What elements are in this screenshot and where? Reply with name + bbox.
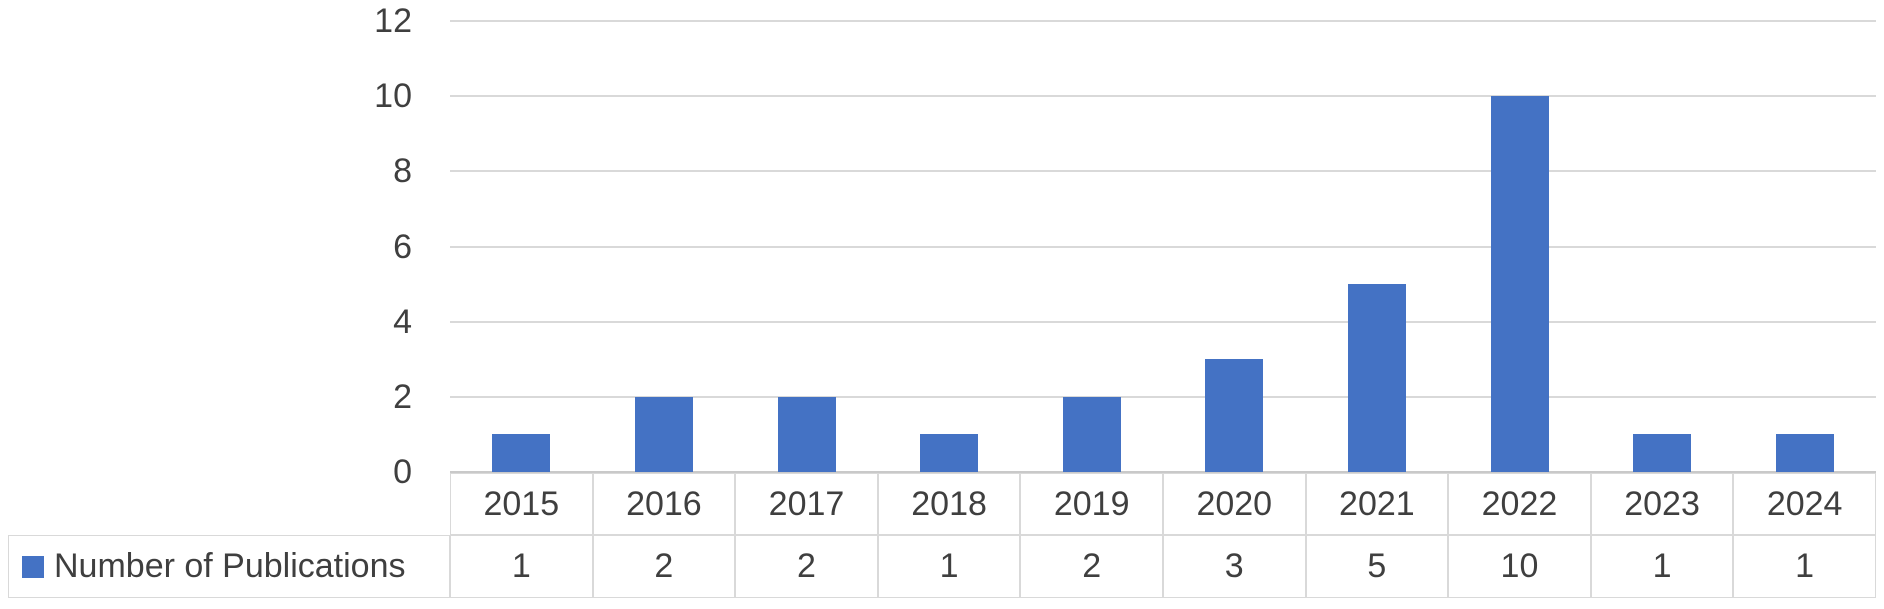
bar-2020 [1205,359,1264,472]
gridline [450,95,1876,98]
gridline [450,170,1876,173]
y-axis-tick-label: 0 [393,453,412,491]
value-cell: 2 [735,535,878,598]
x-axis-line [450,471,1876,473]
bar-2017 [777,396,836,472]
value-cell: 3 [1162,535,1306,598]
y-axis-tick-label: 10 [374,77,412,116]
value-cell: 10 [1448,535,1591,598]
category-cell: 2019 [1020,473,1163,535]
category-cell: 2023 [1590,473,1734,535]
gridline [450,20,1876,22]
value-cell: 2 [1020,535,1163,598]
bar-2015 [492,434,551,472]
series-marker-icon [22,555,44,578]
category-cell: 2024 [1733,473,1876,535]
value-cell: 1 [1733,535,1876,598]
category-cell: 2018 [877,473,1021,535]
bar-2022 [1490,96,1549,472]
legend-cell: Number of Publications [8,535,450,598]
value-cell: 1 [1590,535,1734,598]
value-cell: 2 [592,535,736,598]
y-axis-tick-label: 8 [393,152,412,191]
bar-2018 [920,434,979,472]
y-axis-tick-label: 12 [374,2,412,40]
y-axis-tick-label: 6 [393,227,412,266]
category-cell: 2022 [1448,473,1591,535]
data-table-value-row: 1 2 2 1 2 3 5 10 1 1 [450,535,1876,598]
gridline [450,395,1876,398]
gridline [450,320,1876,323]
legend-label: Number of Publications [54,547,406,585]
bar-2016 [634,396,693,472]
value-cell: 1 [877,535,1021,598]
category-cell: 2017 [735,473,878,535]
bar-2024 [1775,434,1834,472]
bar-2023 [1633,434,1692,472]
category-cell: 2016 [592,473,736,535]
category-cell: 2020 [1162,473,1306,535]
gridline [450,245,1876,248]
value-cell: 1 [450,535,593,598]
y-axis-tick-label: 4 [393,302,412,341]
bar-2021 [1347,284,1406,472]
category-cell: 2015 [450,473,593,535]
value-cell: 5 [1305,535,1449,598]
y-axis-tick-label: 2 [393,377,412,416]
bar-2019 [1062,396,1121,472]
category-cell: 2021 [1305,473,1449,535]
data-table-category-row: 2015 2016 2017 2018 2019 2020 2021 2022 2023 2024 [450,473,1876,535]
